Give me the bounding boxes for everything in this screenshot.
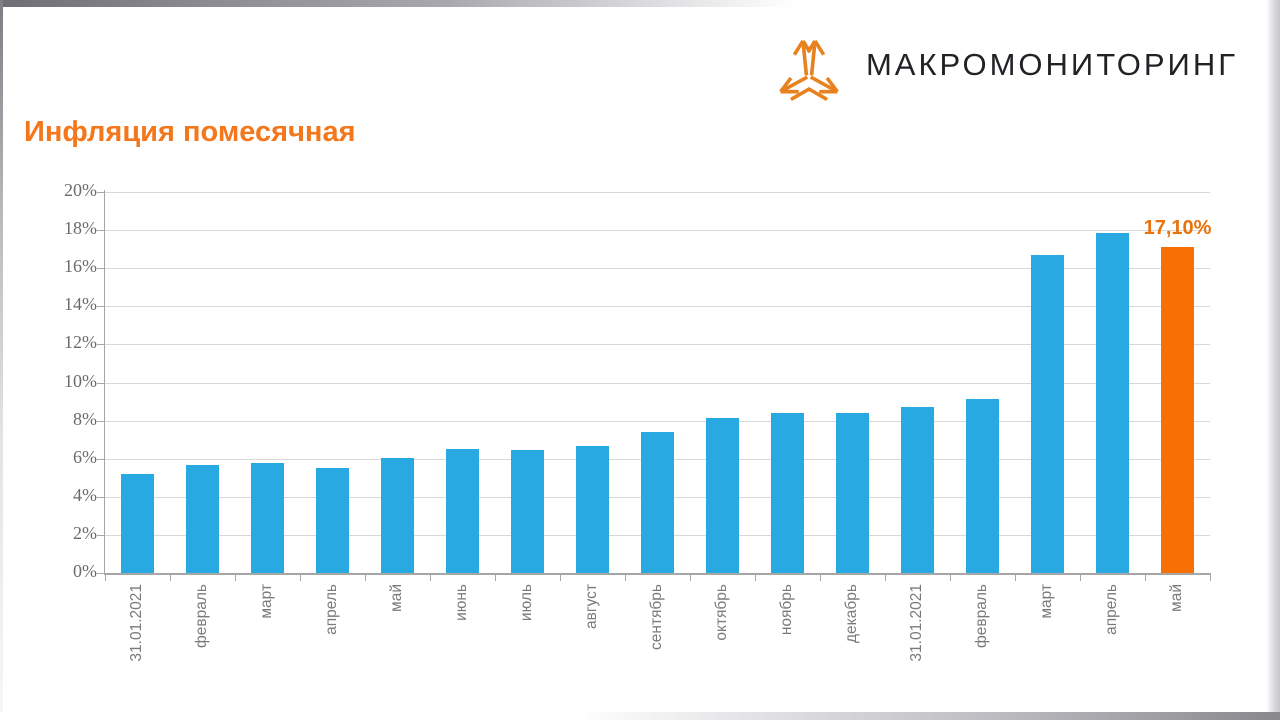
page-title: Инфляция помесячная bbox=[24, 116, 356, 148]
x-tick-15 bbox=[1080, 575, 1081, 581]
brand-logo-text: МАКРОМОНИТОРИНГ bbox=[865, 47, 1238, 82]
y-axis-label-14: 14% bbox=[64, 294, 97, 315]
y-tick-16 bbox=[97, 268, 104, 270]
bar-май-16 bbox=[1161, 247, 1194, 573]
y-tick-0 bbox=[97, 573, 104, 574]
x-tick-9 bbox=[690, 575, 691, 581]
gridline-16 bbox=[105, 268, 1210, 270]
x-axis-label-5: июнь bbox=[452, 584, 470, 621]
x-tick-5 bbox=[430, 575, 431, 581]
bar-июль-6 bbox=[511, 449, 544, 573]
bar-ноябрь-10 bbox=[771, 412, 804, 573]
bar-февраль-13 bbox=[966, 398, 999, 573]
y-axis-label-10: 10% bbox=[64, 370, 97, 391]
gridline-12 bbox=[105, 344, 1210, 346]
x-tick-3 bbox=[300, 575, 301, 581]
gridline-14 bbox=[105, 306, 1210, 308]
bar-31.01.2021-0 bbox=[121, 474, 154, 573]
y-tick-6 bbox=[97, 458, 104, 460]
x-tick-1 bbox=[170, 575, 171, 581]
x-tick-10 bbox=[755, 575, 756, 581]
highlighted-value-label: 17,10% bbox=[1143, 217, 1212, 240]
gridline-18 bbox=[105, 230, 1210, 232]
x-axis-label-4: май bbox=[387, 584, 405, 612]
x-axis-label-13: февраль bbox=[972, 584, 990, 648]
x-tick-12 bbox=[885, 575, 886, 581]
x-tick-13 bbox=[950, 575, 951, 581]
x-axis-label-8: сентябрь bbox=[647, 584, 665, 650]
bar-сентябрь-8 bbox=[641, 431, 674, 573]
x-tick-14 bbox=[1015, 575, 1016, 581]
y-axis-line bbox=[104, 190, 105, 574]
x-axis-label-15: апрель bbox=[1102, 584, 1120, 635]
y-tick-20 bbox=[97, 192, 104, 193]
gridline-10 bbox=[105, 382, 1210, 384]
x-tick-4 bbox=[365, 575, 366, 581]
x-axis-label-11: декабрь bbox=[842, 584, 860, 643]
y-axis-label-20: 20% bbox=[64, 180, 97, 200]
frame-edge-left bbox=[0, 0, 3, 720]
y-axis-label-12: 12% bbox=[64, 332, 97, 353]
y-axis-label-18: 18% bbox=[64, 218, 97, 239]
y-axis-label-6: 6% bbox=[73, 446, 97, 467]
bar-февраль-1 bbox=[186, 464, 219, 573]
y-tick-2 bbox=[97, 534, 104, 536]
x-axis-label-12: 31.01.2021 bbox=[907, 584, 925, 662]
x-axis-line bbox=[104, 573, 1211, 575]
x-axis-label-14: март bbox=[1037, 584, 1055, 619]
x-tick-11 bbox=[820, 575, 821, 581]
gridline-20 bbox=[105, 192, 1210, 193]
bar-апрель-15 bbox=[1096, 233, 1129, 573]
bar-октябрь-9 bbox=[706, 417, 739, 573]
x-axis-label-10: ноябрь bbox=[777, 584, 795, 636]
y-tick-4 bbox=[97, 496, 104, 498]
y-axis-label-0: 0% bbox=[73, 561, 97, 581]
x-axis-label-7: август bbox=[582, 584, 600, 629]
x-tick-6 bbox=[495, 575, 496, 581]
bar-апрель-3 bbox=[316, 467, 349, 573]
x-tick-17 bbox=[1210, 575, 1211, 581]
x-tick-8 bbox=[625, 575, 626, 581]
y-axis-label-16: 16% bbox=[64, 256, 97, 277]
y-tick-14 bbox=[97, 306, 104, 308]
gridline-8 bbox=[105, 420, 1210, 422]
y-tick-8 bbox=[97, 420, 104, 422]
frame-edge-right bbox=[1266, 0, 1280, 720]
x-tick-2 bbox=[235, 575, 236, 581]
bar-март-2 bbox=[251, 462, 284, 573]
bar-август-7 bbox=[576, 445, 609, 573]
x-axis-label-0: 31.01.2021 bbox=[127, 584, 145, 662]
x-axis-label-6: июль bbox=[517, 584, 535, 622]
frame-edge-bottom bbox=[0, 712, 1280, 720]
bar-июнь-5 bbox=[446, 448, 479, 573]
x-axis-label-16: май bbox=[1167, 584, 1185, 612]
y-tick-12 bbox=[97, 344, 104, 346]
bar-март-14 bbox=[1031, 254, 1064, 573]
bar-май-4 bbox=[381, 458, 414, 573]
y-axis-label-2: 2% bbox=[73, 522, 97, 543]
x-tick-0 bbox=[105, 575, 106, 581]
bar-декабрь-11 bbox=[836, 413, 869, 573]
x-tick-16 bbox=[1145, 575, 1146, 581]
x-axis-label-9: октябрь bbox=[712, 584, 730, 641]
y-tick-18 bbox=[97, 230, 104, 232]
x-axis-label-3: апрель bbox=[322, 584, 340, 635]
x-axis-label-1: февраль bbox=[192, 584, 210, 648]
bar-31.01.2021-12 bbox=[901, 406, 934, 573]
triangle-arrows-logo-icon bbox=[779, 39, 839, 101]
x-axis-label-2: март bbox=[257, 584, 275, 619]
frame-edge-top bbox=[0, 0, 1280, 7]
y-axis-label-8: 8% bbox=[73, 408, 97, 429]
brand-logo: МАКРОМОНИТОРИНГ bbox=[766, 22, 1238, 108]
y-tick-10 bbox=[97, 382, 104, 384]
y-axis-label-4: 4% bbox=[73, 484, 97, 505]
x-tick-7 bbox=[560, 575, 561, 581]
